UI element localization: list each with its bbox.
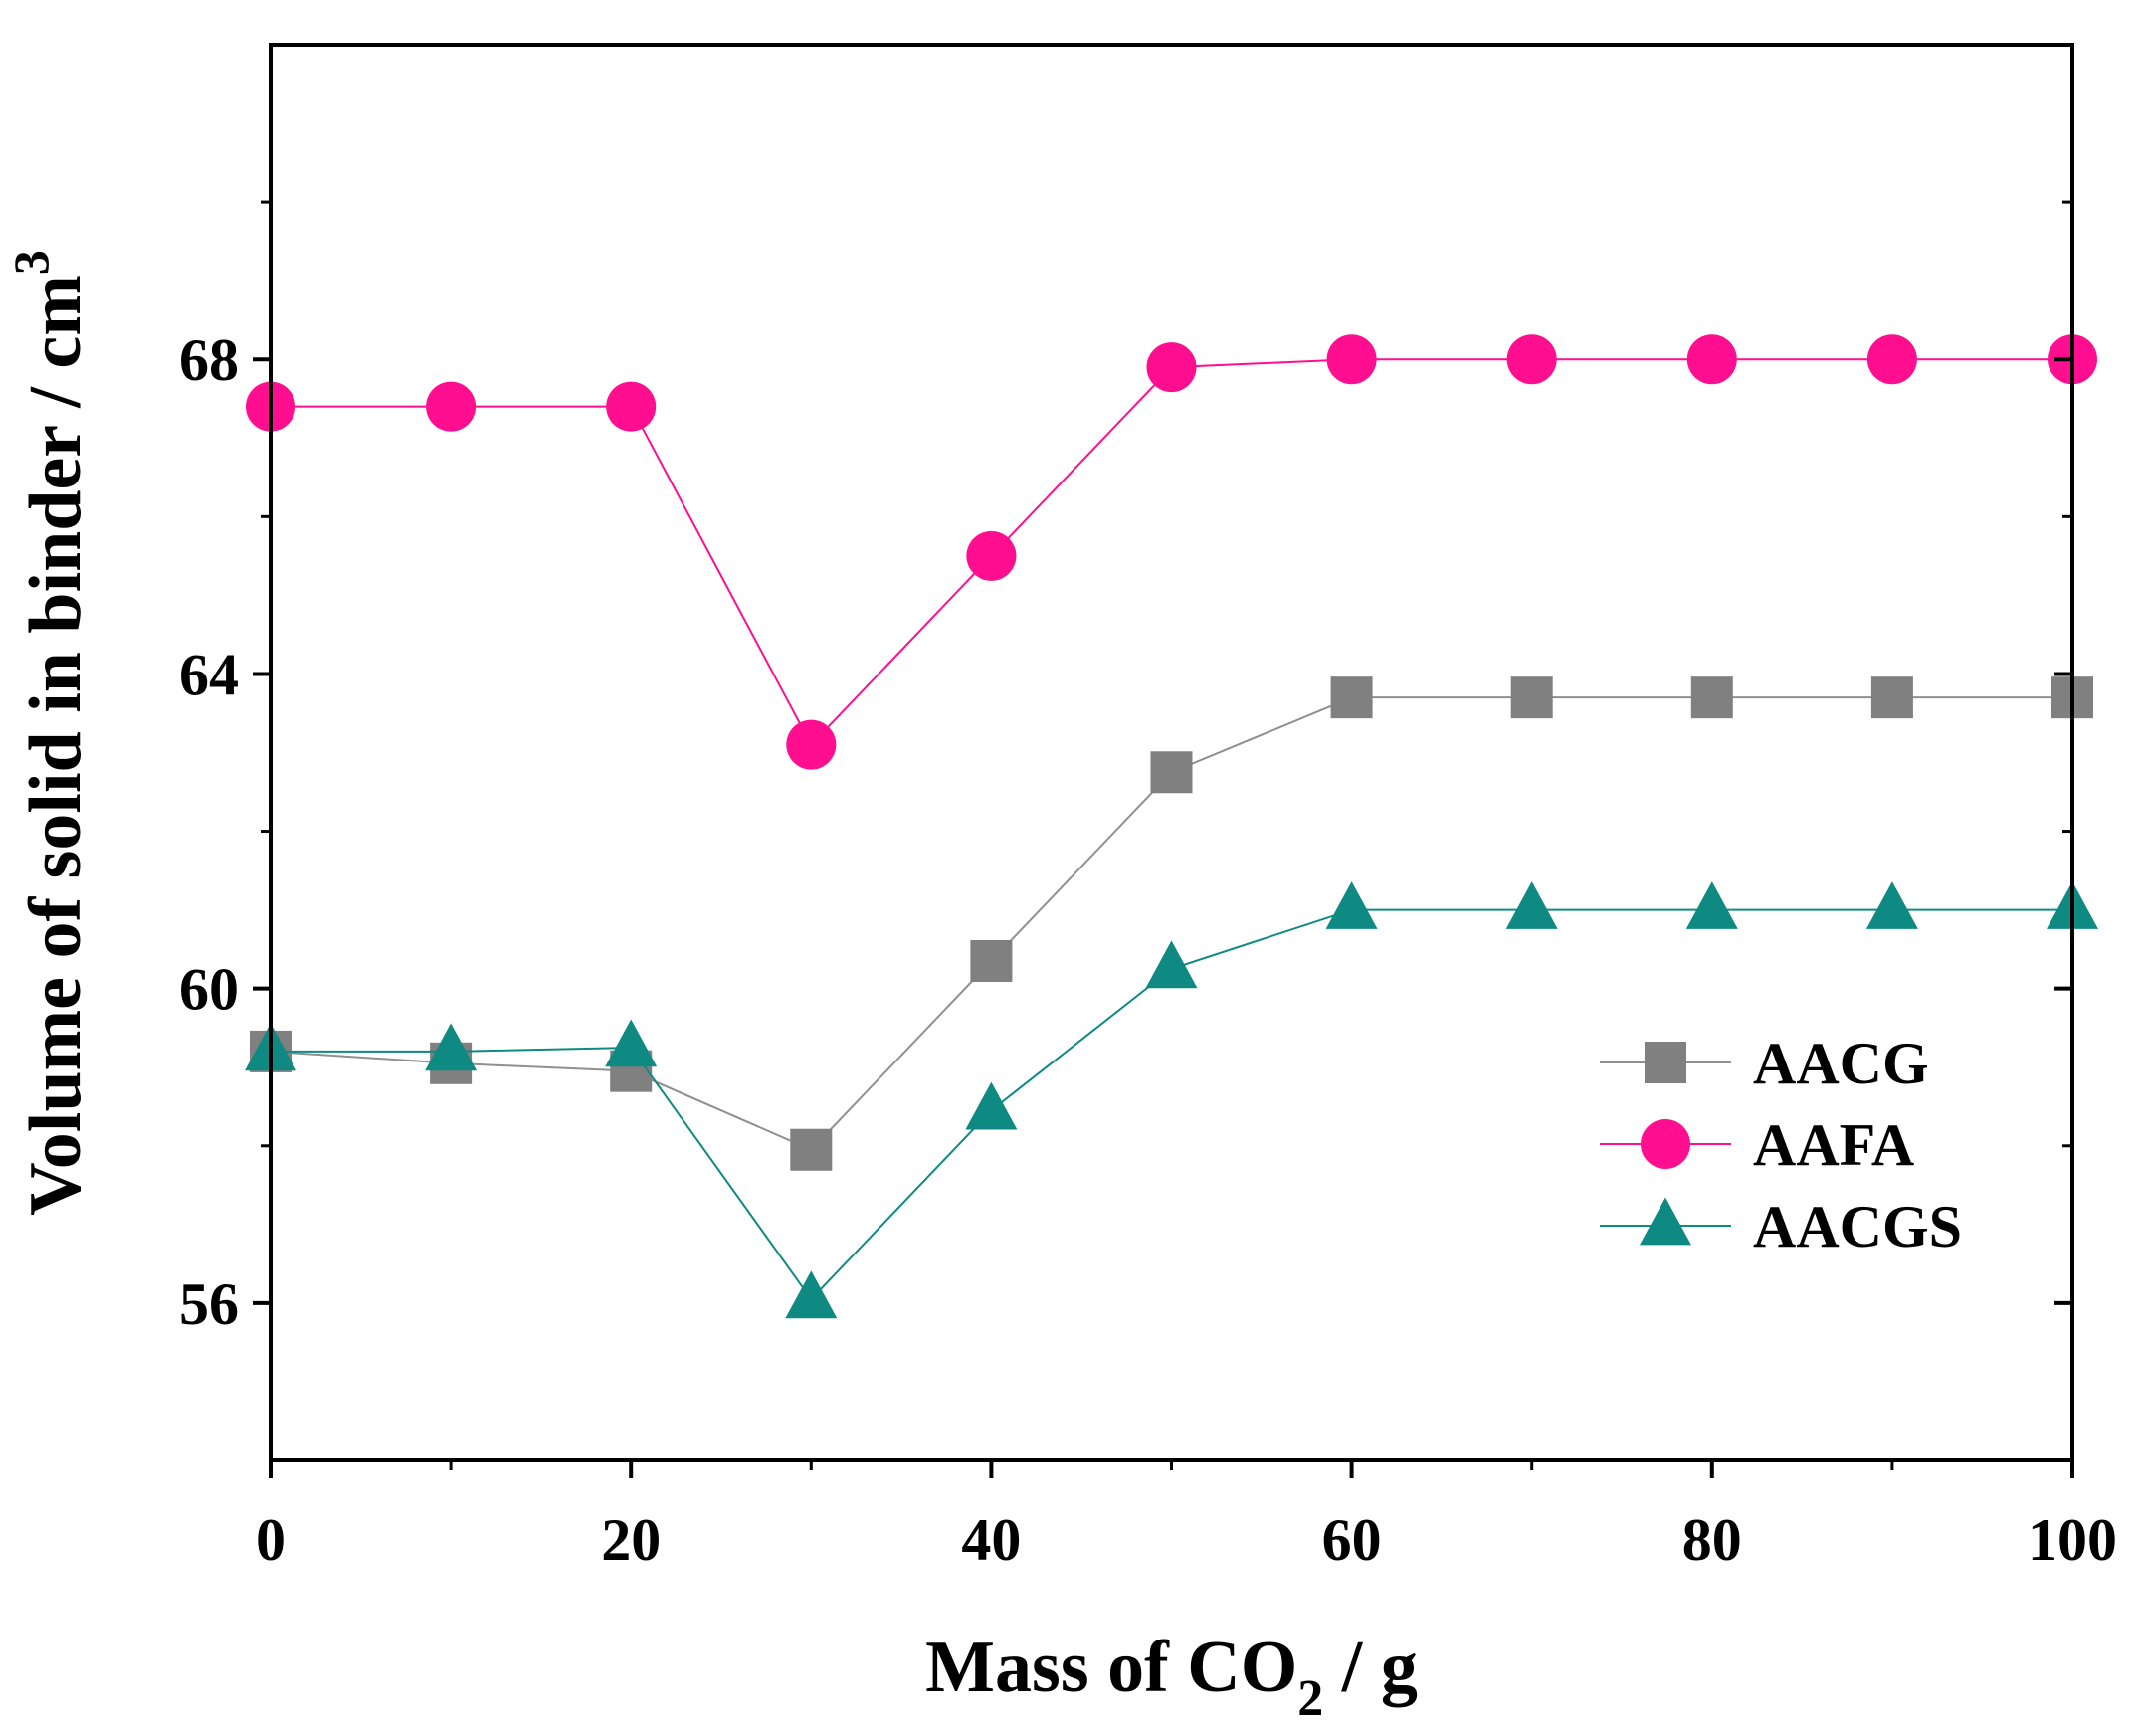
series-aafa (246, 334, 2097, 770)
axes: 0 20 40 60 80 100 56 60 64 68 (179, 43, 2117, 1573)
y-axis-title: Volume of solid in binder / cm3 (3, 250, 97, 1216)
x-axis-title-tail: / g (1323, 1627, 1418, 1708)
y-tick-label: 56 (179, 1271, 239, 1337)
y-tick-label: 64 (179, 642, 239, 707)
x-tick-label: 40 (961, 1507, 1021, 1573)
legend: AACG AAFA AACGS (1600, 1031, 1962, 1259)
data-point-aacg (1870, 676, 1913, 719)
plot-area (245, 334, 2098, 1319)
legend-item-aacg: AACG (1600, 1031, 1929, 1096)
x-tick-label: 100 (2028, 1507, 2117, 1573)
data-point-aafa (1866, 334, 1917, 385)
data-point-aacgs (1145, 940, 1198, 989)
series-aacgs (245, 881, 2098, 1319)
data-point-aafa (426, 381, 477, 432)
data-point-aacgs (785, 1270, 838, 1319)
x-tick-label: 80 (1682, 1507, 1742, 1573)
y-tick-label: 68 (179, 327, 239, 393)
data-point-aafa (1326, 334, 1377, 385)
data-point-aafa (606, 381, 657, 432)
x-tick-label: 20 (601, 1507, 661, 1573)
data-point-aafa (1506, 334, 1557, 385)
x-tick-label: 0 (256, 1507, 286, 1573)
series-aacg (250, 676, 2093, 1171)
series-line-aafa (271, 358, 2072, 747)
data-point-aacgs (1325, 881, 1378, 929)
data-point-aafa (1686, 334, 1737, 385)
x-tick-labels: 0 20 40 60 80 100 (256, 1507, 2117, 1573)
data-point-aacg (1330, 676, 1373, 719)
data-point-aacgs (425, 1023, 478, 1071)
data-point-aacgs (1505, 881, 1558, 929)
y-axis-title-superscript: 3 (3, 250, 59, 275)
legend-marker (1645, 1042, 1686, 1083)
legend-marker (1640, 1197, 1691, 1246)
data-point-aacg (970, 939, 1013, 982)
x-axis-title-main: Mass of CO (925, 1627, 1297, 1708)
y-tick-labels: 56 60 64 68 (179, 327, 239, 1337)
data-point-aafa (786, 719, 837, 770)
y-tick-label: 60 (179, 957, 239, 1023)
data-point-aacgs (965, 1081, 1018, 1130)
data-point-aacg (1690, 676, 1733, 719)
x-tick-label: 60 (1322, 1507, 1382, 1573)
data-point-aafa (966, 530, 1017, 581)
legend-label: AACG (1753, 1031, 1929, 1096)
legend-label: AAFA (1753, 1112, 1914, 1178)
data-point-aacgs (1685, 881, 1738, 929)
x-axis-title-subscript: 2 (1297, 1670, 1323, 1727)
legend-item-aacgs: AACGS (1600, 1194, 1962, 1259)
x-axis-title: Mass of CO2 / g (925, 1627, 1418, 1727)
data-point-aafa (1146, 342, 1197, 393)
y-axis-title-main: Volume of solid in binder / cm (15, 275, 97, 1216)
data-point-aacgs (1865, 881, 1918, 929)
data-point-aacg (1150, 751, 1193, 794)
data-point-aacg (1510, 676, 1553, 719)
data-point-aacg (790, 1128, 833, 1171)
legend-label: AACGS (1753, 1194, 1962, 1259)
data-point-aacgs (605, 1019, 658, 1067)
ticks (253, 200, 2074, 1478)
legend-item-aafa: AAFA (1600, 1112, 1914, 1178)
legend-marker (1641, 1119, 1690, 1169)
